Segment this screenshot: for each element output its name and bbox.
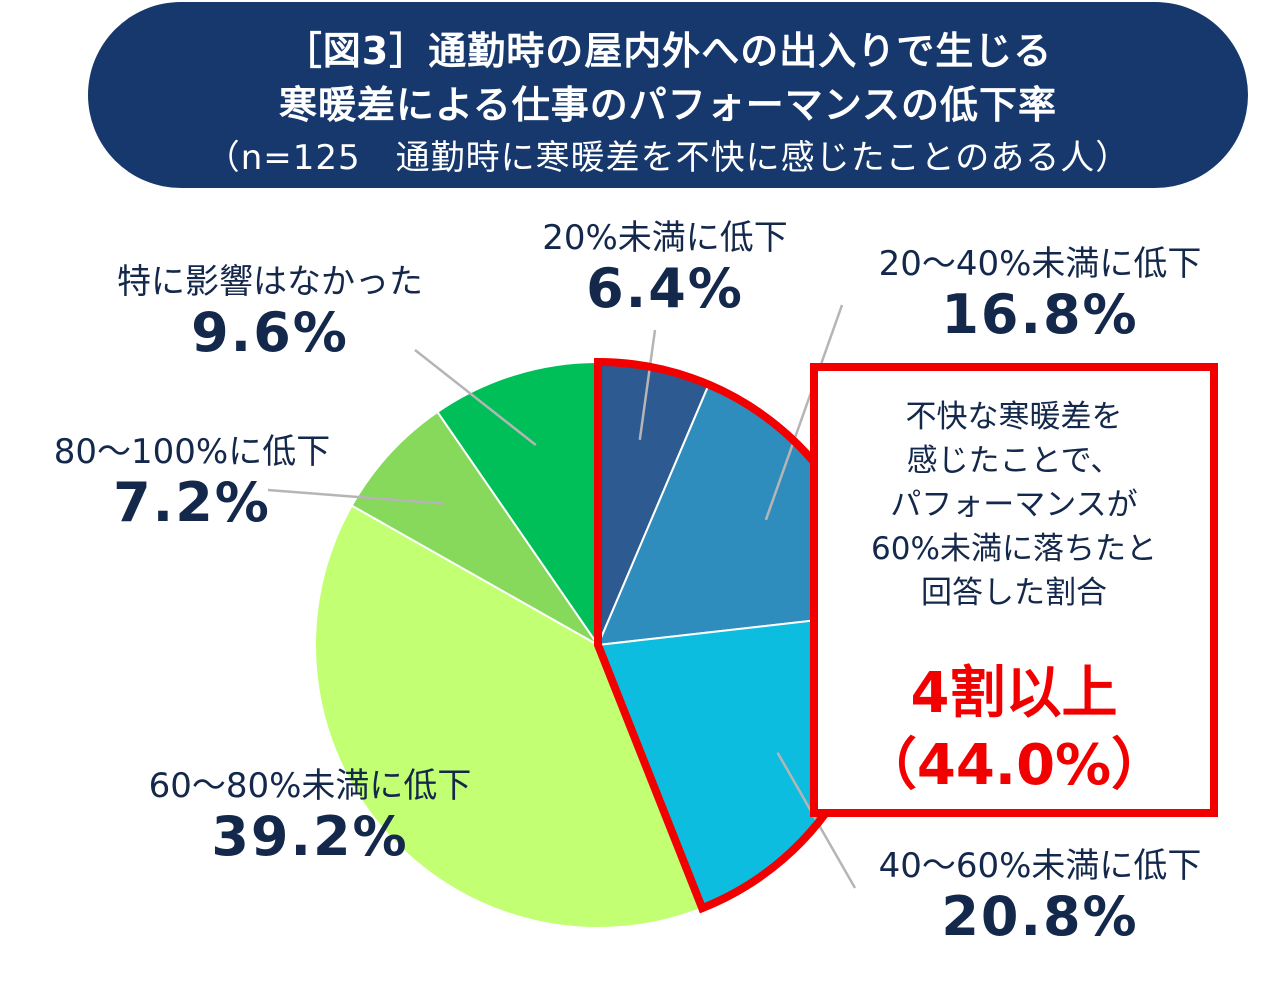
- callout-box: 不快な寒暖差を 感じたことで、 パフォーマンスが 60%未満に落ちたと 回答した…: [810, 363, 1218, 817]
- pie-slice-3: [314, 504, 704, 929]
- slice-3-pct: 39.2%: [211, 805, 409, 868]
- callout-value: （44.0%）: [860, 733, 1168, 798]
- leader-line-4: [267, 488, 444, 505]
- pie-slice-5: [436, 360, 599, 649]
- label-slice-1: 20～40%未満に低下 16.8%: [850, 244, 1230, 346]
- slice-3-name: 60～80%未満に低下: [148, 766, 472, 806]
- callout-line-1: 不快な寒暖差を: [905, 399, 1123, 435]
- callout-line-2: 感じたことで、: [906, 443, 1122, 479]
- slice-2-name: 40～60%未満に低下: [878, 846, 1202, 886]
- label-slice-5: 特に影響はなかった 9.6%: [105, 262, 435, 364]
- pie-slice-4: [350, 410, 599, 646]
- callout-line-5: 回答した割合: [921, 575, 1107, 611]
- title-line-2: 寒暖差による仕事のパフォーマンスの低下率: [278, 83, 1058, 127]
- title-sample-note: （n=125 通勤時に寒暖差を不快に感じたことのある人）: [205, 138, 1131, 178]
- slice-4-name: 80～100%に低下: [53, 432, 331, 472]
- title-banner: ［図3］通勤時の屋内外への出入りで生じる 寒暖差による仕事のパフォーマンスの低下…: [88, 2, 1248, 188]
- leader-line-1: [764, 304, 844, 521]
- slice-1-pct: 16.8%: [941, 283, 1139, 346]
- leader-line-5: [414, 349, 537, 446]
- slice-0-name: 20%未満に低下: [542, 218, 788, 258]
- slice-1-name: 20～40%未満に低下: [878, 244, 1202, 284]
- callout-headline: 4割以上: [910, 661, 1118, 726]
- slice-5-name: 特に影響はなかった: [117, 262, 423, 302]
- slice-5-pct: 9.6%: [191, 301, 349, 364]
- label-slice-0: 20%未満に低下 6.4%: [505, 218, 825, 320]
- callout-line-3: パフォーマンスが: [890, 487, 1138, 523]
- label-slice-3: 60～80%未満に低下 39.2%: [115, 766, 505, 868]
- title-line-1: ［図3］通勤時の屋内外への出入りで生じる: [283, 29, 1053, 73]
- leader-line-0: [638, 329, 657, 440]
- slice-0-pct: 6.4%: [586, 257, 744, 320]
- label-slice-2: 40～60%未満に低下 20.8%: [850, 846, 1230, 948]
- callout-text: 不快な寒暖差を 感じたことで、 パフォーマンスが 60%未満に落ちたと 回答した…: [818, 395, 1210, 615]
- slice-2-pct: 20.8%: [941, 885, 1139, 948]
- callout-line-4: 60%未満に落ちたと: [871, 531, 1157, 567]
- label-slice-4: 80～100%に低下 7.2%: [22, 432, 362, 534]
- slice-4-pct: 7.2%: [113, 471, 271, 534]
